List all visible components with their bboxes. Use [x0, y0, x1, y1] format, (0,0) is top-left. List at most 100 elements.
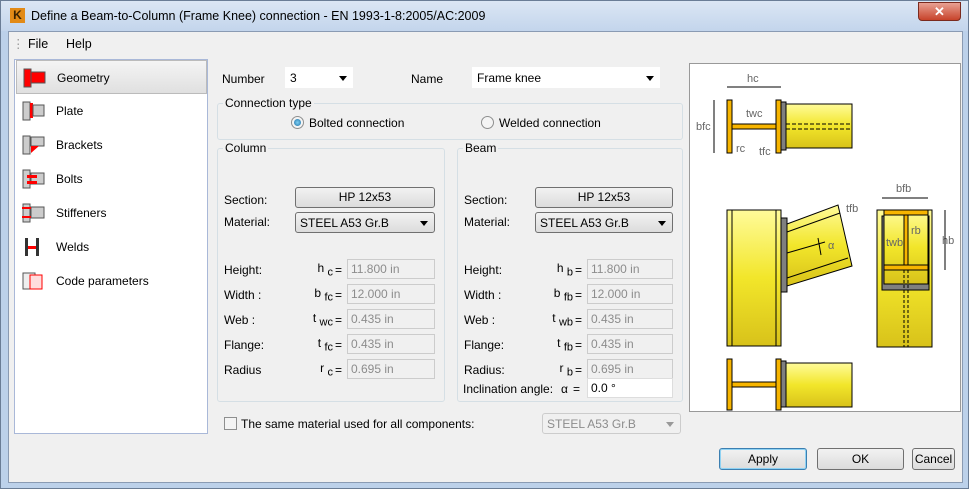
- alpha-symbol: α: [561, 382, 568, 396]
- beam-row-symbol: b fb: [523, 286, 573, 303]
- bolts-icon: [22, 169, 45, 189]
- sidebar-item-bolts[interactable]: Bolts: [16, 162, 207, 196]
- sidebar-item-brackets[interactable]: Brackets: [16, 128, 207, 162]
- menu-help[interactable]: Help: [66, 37, 92, 51]
- same-material-dropdown[interactable]: STEEL A53 Gr.B: [542, 413, 681, 434]
- equals-sign: =: [575, 288, 583, 302]
- sidebar-item-label: Welds: [56, 240, 90, 254]
- label-alpha: α: [828, 240, 835, 252]
- label-twc: twc: [746, 108, 763, 120]
- beam-row-label: Flange:: [464, 338, 505, 352]
- beam-section-button[interactable]: HP 12x53: [535, 187, 673, 208]
- symbol-subscript: fc: [324, 291, 333, 304]
- beam-row-symbol: t fb: [523, 336, 573, 353]
- inclination-input[interactable]: 0.0 °: [587, 378, 673, 398]
- sidebar-item-label: Plate: [56, 104, 84, 118]
- column-row-input[interactable]: 12.000 in: [347, 284, 435, 304]
- number-combo[interactable]: 3: [285, 67, 353, 88]
- sidebar-item-code-parameters[interactable]: Code parameters: [16, 264, 207, 298]
- cancel-button[interactable]: Cancel: [912, 448, 955, 470]
- label-rc: rc: [736, 143, 746, 155]
- sidebar-item-label: Stiffeners: [56, 206, 107, 220]
- diagram-svg: hc bfc twc rc tfc α bfb tfb twb rb hb: [696, 73, 954, 411]
- sidebar-item-welds[interactable]: Welds: [16, 230, 207, 264]
- beam-row-symbol: r b: [523, 361, 573, 378]
- equals-sign: =: [575, 338, 583, 352]
- close-button[interactable]: ✕: [918, 2, 961, 21]
- beam-end-view: [876, 209, 933, 348]
- bolted-label: Bolted connection: [309, 116, 405, 130]
- symbol: t: [317, 336, 322, 350]
- beam-row-input[interactable]: 0.435 in: [587, 309, 673, 329]
- beam-material-dropdown[interactable]: STEEL A53 Gr.B: [535, 212, 673, 233]
- beam-row-input[interactable]: 11.800 in: [587, 259, 673, 279]
- symbol-subscript: fb: [563, 341, 573, 354]
- group-title: Beam: [463, 141, 499, 155]
- column-row-input[interactable]: 0.435 in: [347, 309, 435, 329]
- brackets-icon: [22, 135, 45, 155]
- column-side-view: [726, 204, 853, 347]
- welded-radio[interactable]: [481, 116, 494, 129]
- sidebar-item-label: Brackets: [56, 138, 103, 152]
- menu-file[interactable]: File: [28, 37, 49, 51]
- stiffeners-icon: [22, 203, 45, 223]
- symbol-subscript: wb: [558, 316, 573, 329]
- label-hc: hc: [747, 73, 759, 85]
- same-material-checkbox[interactable]: [224, 417, 237, 430]
- column-material-dropdown[interactable]: STEEL A53 Gr.B: [295, 212, 435, 233]
- symbol-subscript: c: [327, 366, 334, 379]
- symbol-subscript: wc: [319, 316, 333, 329]
- column-row-label: Width :: [224, 288, 262, 302]
- beam-row-symbol: t wb: [523, 311, 573, 328]
- label-twb: twb: [886, 237, 903, 249]
- column-group: Column Section: HP 12x53 Material: STEEL…: [217, 141, 445, 402]
- apply-button[interactable]: Apply: [719, 448, 807, 470]
- sidebar-item-geometry[interactable]: Geometry: [16, 60, 207, 94]
- number-label: Number: [222, 72, 265, 86]
- sidebar-item-plate[interactable]: Plate: [16, 94, 207, 128]
- symbol: t: [557, 336, 561, 350]
- beam-group: Beam Section: HP 12x53 Material: STEEL A…: [457, 141, 683, 402]
- column-row-symbol: r c: [283, 361, 333, 378]
- column-row-label: Radius: [224, 363, 262, 377]
- window-title: Define a Beam-to-Column (Frame Knee) con…: [31, 9, 486, 23]
- welds-icon: [25, 238, 39, 256]
- sidebar-item-stiffeners[interactable]: Stiffeners: [16, 196, 207, 230]
- beam-row-label: Radius:: [464, 363, 505, 377]
- chevron-down-icon: [646, 76, 654, 81]
- sidebar: Geometry Plate Brackets Bolts Stiffeners…: [14, 59, 208, 434]
- symbol-subscript: fb: [563, 291, 573, 304]
- same-material-label: The same material used for all component…: [241, 417, 475, 431]
- column-row-symbol: h c: [283, 261, 333, 278]
- beam-row-input[interactable]: 0.435 in: [587, 334, 673, 354]
- material-value: STEEL A53 Gr.B: [540, 216, 629, 230]
- symbol: r: [559, 361, 564, 375]
- equals-sign: =: [575, 263, 583, 277]
- column-row-input[interactable]: 0.435 in: [347, 334, 435, 354]
- column-row-input[interactable]: 0.695 in: [347, 359, 435, 379]
- bolted-radio[interactable]: [291, 116, 304, 129]
- menu-grip-icon: ⋮: [12, 37, 25, 51]
- column-row-input[interactable]: 11.800 in: [347, 259, 435, 279]
- symbol: h: [556, 261, 564, 275]
- title-bar: K Define a Beam-to-Column (Frame Knee) c…: [1, 1, 968, 31]
- label-hb: hb: [942, 235, 954, 247]
- symbol: b: [314, 286, 322, 300]
- material-value: STEEL A53 Gr.B: [300, 216, 389, 230]
- column-row-label: Web :: [224, 313, 256, 327]
- name-combo[interactable]: Frame knee: [472, 67, 660, 88]
- section-label: Section:: [464, 193, 508, 207]
- beam-row-symbol: h b: [523, 261, 573, 278]
- column-row-symbol: t fc: [283, 336, 333, 353]
- welded-label: Welded connection: [499, 116, 601, 130]
- app-logo-icon: K: [10, 8, 25, 23]
- column-section-button[interactable]: HP 12x53: [295, 187, 435, 208]
- group-title: Connection type: [223, 96, 314, 110]
- equals-sign: =: [335, 263, 343, 277]
- beam-row-input[interactable]: 12.000 in: [587, 284, 673, 304]
- symbol-subscript: b: [566, 366, 573, 379]
- ok-button[interactable]: OK: [817, 448, 904, 470]
- beam-row-input[interactable]: 0.695 in: [587, 359, 673, 379]
- column-row-symbol: t wc: [283, 311, 333, 328]
- geometry-icon: [23, 68, 46, 88]
